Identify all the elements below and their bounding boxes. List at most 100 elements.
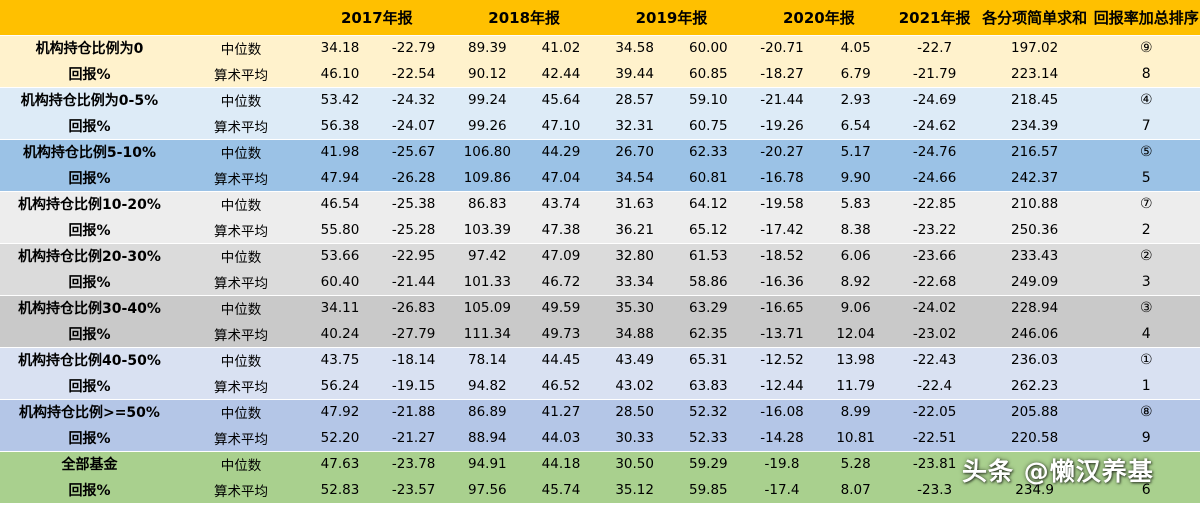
value-cell: -27.79 bbox=[391, 325, 436, 342]
value-cell: -17.4 bbox=[764, 482, 800, 498]
value-cell: -22.4 bbox=[917, 377, 953, 394]
value-cell: 49.73 bbox=[541, 325, 581, 342]
stat-label: 算术平均 bbox=[214, 223, 269, 240]
value-cell: 41.02 bbox=[524, 34, 598, 61]
value-cell: 6.54 bbox=[840, 117, 871, 134]
value-cell: 106.80 bbox=[450, 138, 525, 165]
value-cell: -25.67 bbox=[376, 138, 451, 165]
table-row: 机构持仓比例为0-5% 中位数 53.42 -24.32 99.24 45.64 28.57… bbox=[0, 86, 1200, 113]
value-cell: 55.80 bbox=[320, 221, 360, 238]
header-cell-label bbox=[0, 0, 179, 36]
value-cell: -14.28 bbox=[760, 429, 804, 446]
value-cell: -22.68 bbox=[912, 273, 957, 290]
value-cell: 61.53 bbox=[671, 242, 746, 269]
value-cell: -22.7 bbox=[892, 34, 977, 61]
stat-label: 中位数 bbox=[178, 190, 304, 217]
rank-cell: ⑨ bbox=[1092, 34, 1200, 61]
value-cell: 9.06 bbox=[818, 294, 893, 321]
value-cell: 47.38 bbox=[541, 221, 581, 238]
value-cell: -23.02 bbox=[912, 325, 957, 342]
rank-cell bbox=[1092, 450, 1200, 477]
value-cell: 43.49 bbox=[597, 346, 672, 373]
value-cell: 34.54 bbox=[615, 169, 654, 186]
value-cell: 13.98 bbox=[818, 346, 893, 373]
value-cell: 46.72 bbox=[541, 273, 581, 290]
value-cell: 5.28 bbox=[818, 450, 893, 477]
value-cell: 34.58 bbox=[597, 34, 672, 61]
value-cell: -26.83 bbox=[376, 294, 451, 321]
value-cell: 32.80 bbox=[597, 242, 672, 269]
value-cell: 233.43 bbox=[976, 242, 1093, 269]
value-cell: 49.59 bbox=[524, 294, 598, 321]
value-cell: -18.52 bbox=[745, 242, 819, 269]
rank-cell: ③ bbox=[1092, 294, 1200, 321]
value-cell: 30.50 bbox=[597, 450, 672, 477]
header-cell-rank: 回报率加总排序 bbox=[1092, 0, 1200, 36]
value-cell: 47.92 bbox=[303, 398, 377, 425]
table-row: 机构持仓比例20-30% 中位数 53.66 -22.95 97.42 47.09 32.8… bbox=[0, 242, 1200, 269]
value-cell: 218.45 bbox=[976, 86, 1093, 113]
value-cell: 109.86 bbox=[463, 169, 511, 186]
group-label: 机构持仓比例30-40% bbox=[0, 294, 179, 321]
rank-cell: ⑤ bbox=[1092, 138, 1200, 165]
return-label: 回报% bbox=[68, 274, 111, 291]
value-cell: 99.24 bbox=[450, 86, 525, 113]
value-cell: 246.06 bbox=[1010, 325, 1059, 342]
table-row: 回报% 算术平均 40.24 -27.79 111.34 49.73 34.88 62.35 -… bbox=[0, 321, 1200, 347]
value-cell: 60.75 bbox=[689, 117, 728, 134]
value-cell: 44.03 bbox=[541, 429, 581, 446]
value-cell: -13.71 bbox=[760, 325, 804, 342]
value-cell: 8.99 bbox=[818, 398, 893, 425]
stat-label: 中位数 bbox=[178, 450, 304, 477]
value-cell: -25.28 bbox=[391, 221, 436, 238]
table-row: 回报% 算术平均 56.24 -19.15 94.82 46.52 43.02 63.83 -1… bbox=[0, 373, 1200, 399]
value-cell: 12.04 bbox=[836, 325, 875, 342]
rank-cell: 6 bbox=[1141, 482, 1151, 498]
value-cell: 11.79 bbox=[836, 377, 875, 394]
header-cell-2021: 2021年报 bbox=[892, 0, 977, 36]
value-cell: 8.07 bbox=[840, 482, 871, 498]
value-cell: -22.95 bbox=[376, 242, 451, 269]
value-cell: 47.04 bbox=[541, 169, 581, 186]
value-cell: 59.10 bbox=[671, 86, 746, 113]
value-cell: 45.74 bbox=[541, 482, 581, 498]
table-row: 机构持仓比例40-50% 中位数 43.75 -18.14 78.14 44.45 43.4… bbox=[0, 346, 1200, 373]
value-cell: 60.81 bbox=[689, 169, 728, 186]
value-cell: 44.29 bbox=[524, 138, 598, 165]
value-cell: 111.34 bbox=[463, 325, 511, 342]
value-cell: -23.3 bbox=[917, 482, 953, 498]
value-cell: 8.92 bbox=[840, 273, 871, 290]
return-label: 回报% bbox=[68, 66, 111, 83]
stat-label: 算术平均 bbox=[214, 171, 269, 188]
group-label: 机构持仓比例为0-5% bbox=[0, 86, 179, 113]
return-label: 回报% bbox=[68, 326, 111, 343]
value-cell: 58.86 bbox=[689, 273, 728, 290]
table-row: 机构持仓比例>=50% 中位数 47.92 -21.88 86.89 41.27 28.50… bbox=[0, 398, 1200, 425]
value-cell: 33.34 bbox=[615, 273, 654, 290]
value-cell: 249.09 bbox=[1010, 273, 1059, 290]
value-cell: 216.57 bbox=[976, 138, 1093, 165]
value-cell: 78.14 bbox=[450, 346, 525, 373]
value-cell: -21.27 bbox=[391, 429, 436, 446]
group-label: 机构持仓比例20-30% bbox=[0, 242, 179, 269]
value-cell: 10.81 bbox=[836, 429, 875, 446]
value-cell: -22.51 bbox=[912, 429, 957, 446]
value-cell: -22.85 bbox=[892, 190, 977, 217]
value-cell: 101.33 bbox=[463, 273, 511, 290]
value-cell: 86.89 bbox=[450, 398, 525, 425]
value-cell: 65.31 bbox=[671, 346, 746, 373]
return-label: 回报% bbox=[68, 378, 111, 395]
rank-cell: ⑦ bbox=[1092, 190, 1200, 217]
value-cell: -19.15 bbox=[391, 377, 436, 394]
return-label: 回报% bbox=[68, 222, 111, 239]
group-label: 机构持仓比例5-10% bbox=[0, 138, 179, 165]
value-cell: 89.39 bbox=[450, 34, 525, 61]
value-cell: -21.44 bbox=[745, 86, 819, 113]
stat-label: 算术平均 bbox=[214, 119, 269, 136]
rank-cell: 2 bbox=[1141, 221, 1151, 238]
value-cell: 60.85 bbox=[689, 65, 728, 82]
value-cell: -21.79 bbox=[912, 65, 957, 82]
value-cell: -12.52 bbox=[745, 346, 819, 373]
value-cell: -16.65 bbox=[745, 294, 819, 321]
rank-cell: ② bbox=[1092, 242, 1200, 269]
